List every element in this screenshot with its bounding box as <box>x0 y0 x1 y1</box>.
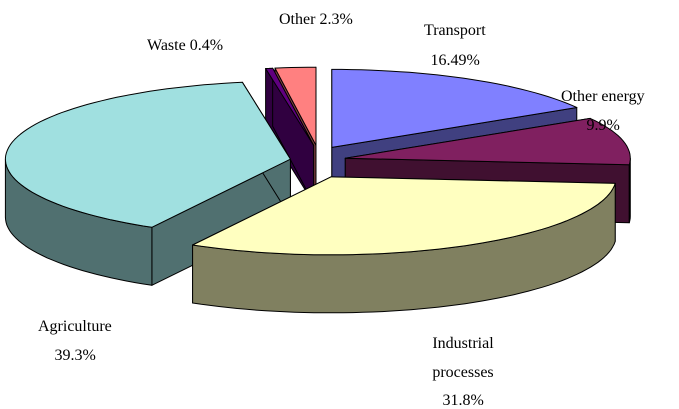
slice-label: Waste 0.4% <box>147 31 223 60</box>
slice <box>344 117 631 166</box>
slice-label: Other 2.3% <box>279 5 353 34</box>
slice-label-value: 31.8% <box>442 392 484 409</box>
slice <box>274 66 317 146</box>
slice-label-name: Industrial processes <box>432 335 494 381</box>
slice-label-value: 0.4% <box>189 37 224 54</box>
slice-side <box>628 157 631 224</box>
slice-label-name: Other <box>279 11 316 28</box>
slice-label-value: 2.3% <box>319 11 353 28</box>
slice-label-value: 39.3% <box>54 347 96 364</box>
slice <box>4 81 291 228</box>
slice-label-name: Other energy <box>561 88 645 105</box>
slice-label-value: 16.49% <box>430 52 480 69</box>
slice-label-name: Transport <box>424 22 486 39</box>
slice-label-name: Waste <box>147 37 186 54</box>
slice <box>192 176 616 256</box>
slice-label-name: Agriculture <box>38 318 112 335</box>
slice <box>265 67 315 146</box>
slice-label-value: 9.9% <box>586 117 620 134</box>
slice <box>331 68 578 148</box>
